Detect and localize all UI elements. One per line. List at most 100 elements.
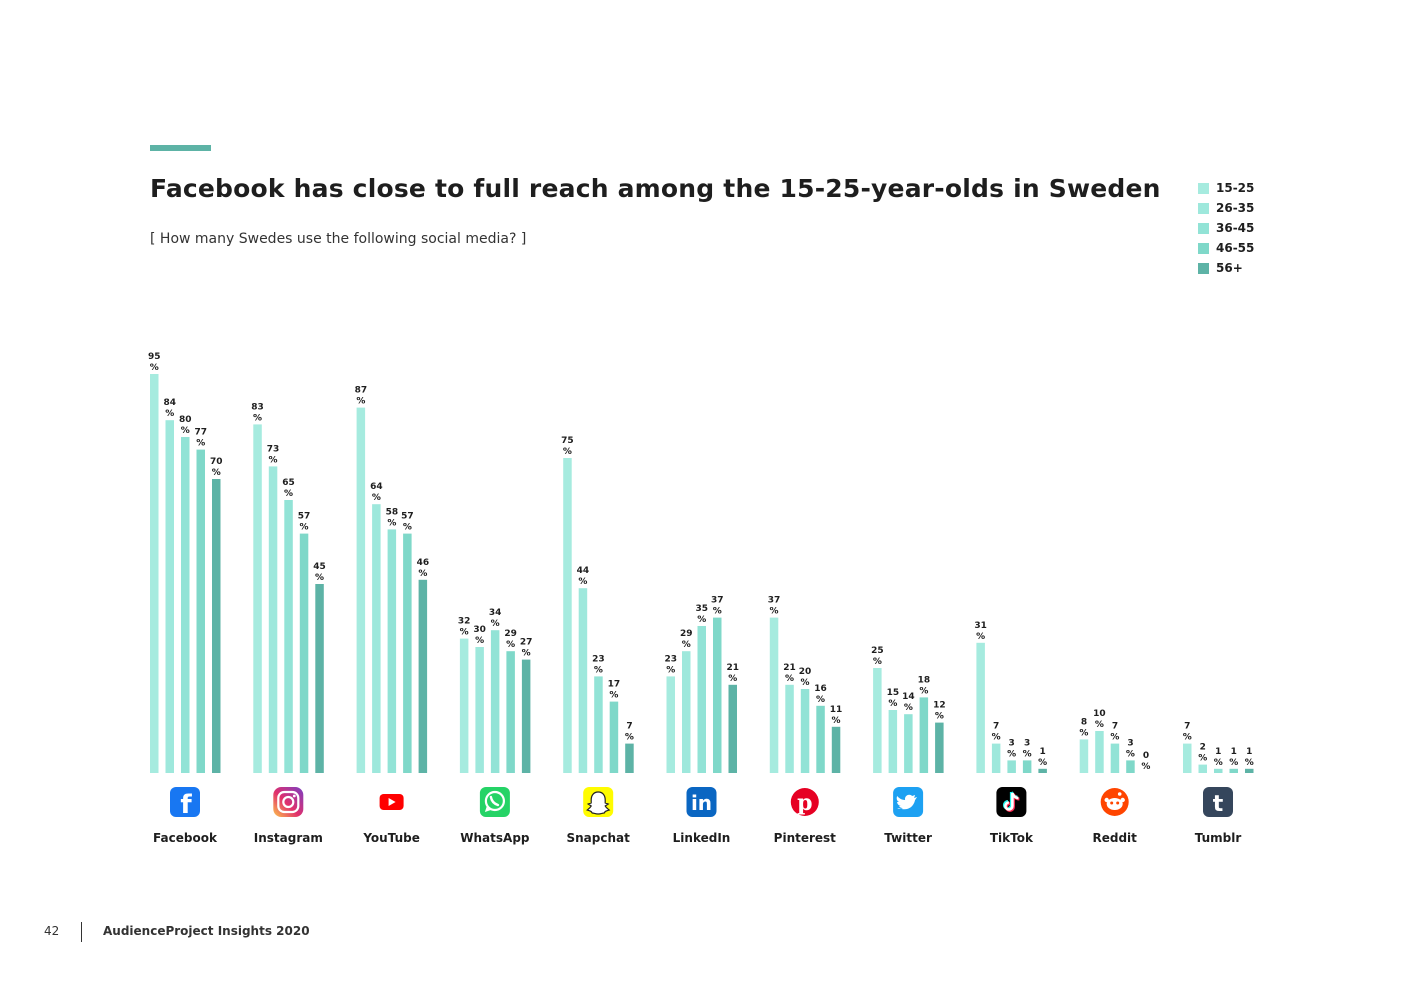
data-label-unit: %	[713, 607, 722, 617]
data-label-unit: %	[682, 640, 691, 650]
data-label-unit: %	[1229, 758, 1238, 768]
data-label: 32	[458, 617, 471, 627]
icon-glyph: in	[691, 791, 712, 815]
bar	[1079, 739, 1089, 773]
legend-label: 36-45	[1216, 221, 1255, 235]
data-label: 7	[626, 722, 632, 732]
data-label: 75	[561, 436, 574, 446]
pinterest-icon: p	[790, 788, 819, 816]
bar	[563, 458, 572, 773]
icon-bubble	[484, 790, 505, 812]
bar	[212, 479, 221, 773]
data-label-unit: %	[253, 413, 262, 423]
data-label: 27	[520, 638, 533, 648]
data-label-unit: %	[212, 468, 221, 478]
bar	[888, 710, 898, 773]
category-label: YouTube	[362, 831, 420, 845]
category-label: TikTok	[990, 831, 1034, 845]
data-label-unit: %	[460, 628, 469, 638]
data-label: 37	[768, 596, 781, 606]
data-label-unit: %	[563, 447, 572, 457]
data-label-unit: %	[418, 569, 427, 579]
twitter-icon	[893, 787, 924, 817]
legend-label: 26-35	[1216, 201, 1255, 215]
data-label-unit: %	[873, 657, 882, 667]
bar	[976, 642, 985, 773]
data-label-unit: %	[1141, 762, 1150, 772]
bar	[873, 668, 882, 773]
data-label: 23	[664, 654, 677, 664]
icon-phone	[489, 795, 500, 807]
icon-eye	[1116, 801, 1120, 805]
reddit-icon	[1100, 788, 1129, 816]
bar-group-reddit: 8%10% 7%3% 0%Reddit	[1079, 709, 1150, 845]
bar	[372, 504, 381, 773]
data-label-unit: %	[1095, 720, 1104, 730]
bar	[253, 424, 262, 773]
bar	[387, 529, 397, 773]
data-label: 80	[179, 415, 192, 425]
bar	[475, 647, 484, 773]
data-label-unit: %	[770, 607, 779, 617]
data-label: 2	[1200, 743, 1206, 753]
data-label: 12	[933, 701, 946, 711]
data-label-unit: %	[801, 678, 810, 688]
data-label: 18	[918, 675, 931, 685]
bar	[728, 684, 737, 773]
data-label-unit: %	[625, 733, 634, 743]
data-label: 57	[401, 512, 414, 522]
icon-bg	[170, 787, 200, 817]
bar	[1198, 764, 1207, 773]
data-label: 65	[282, 478, 295, 488]
legend-swatch	[1198, 222, 1209, 234]
data-label: 29	[504, 629, 517, 639]
data-label: 21	[726, 663, 739, 673]
bar	[403, 533, 412, 773]
bar	[1095, 731, 1104, 773]
icon-tail	[484, 806, 491, 812]
category-label: Pinterest	[774, 831, 837, 845]
bar	[1126, 760, 1135, 773]
data-label-unit: %	[387, 518, 396, 528]
data-label: 44	[577, 566, 590, 576]
page-number: 42	[44, 924, 60, 938]
bar-group-whatsapp: 32% 30%34%29% 27%WhatsApp	[458, 608, 533, 845]
bar	[991, 743, 1001, 773]
data-label: 34	[489, 608, 502, 618]
bar	[1110, 743, 1120, 773]
data-label: 3	[1024, 738, 1030, 748]
data-label-unit: %	[904, 703, 913, 713]
bar	[165, 420, 174, 773]
category-label: LinkedIn	[673, 831, 731, 845]
legend-swatch	[1198, 242, 1209, 254]
bar	[181, 437, 190, 773]
bar	[521, 659, 531, 773]
data-label: 70	[210, 457, 223, 467]
icon-glyph: t	[1213, 792, 1224, 817]
data-label: 35	[695, 604, 708, 614]
data-label-unit: %	[150, 363, 159, 373]
data-label-unit: %	[356, 397, 365, 407]
legend-item-36-45: 36-45	[1198, 218, 1254, 238]
icon-play	[388, 798, 396, 806]
icon-frame	[277, 790, 300, 814]
data-label: 16	[814, 684, 827, 694]
legend-swatch	[1198, 182, 1209, 194]
data-label: 57	[298, 512, 311, 522]
data-label-unit: %	[888, 699, 897, 709]
footer-divider	[81, 922, 82, 942]
page-title: Facebook has close to full reach among t…	[150, 174, 1161, 203]
data-label: 77	[194, 428, 207, 438]
data-label: 3	[1127, 738, 1133, 748]
legend-item-56-plus: 56+	[1198, 258, 1254, 278]
bar	[609, 701, 619, 773]
data-label-unit: %	[372, 493, 381, 503]
data-label-unit: %	[1183, 733, 1192, 743]
data-label: 20	[799, 667, 812, 677]
data-label: 1	[1231, 747, 1237, 757]
data-label: 25	[871, 646, 884, 656]
data-label: 1	[1040, 747, 1046, 757]
icon-bg	[686, 787, 717, 817]
